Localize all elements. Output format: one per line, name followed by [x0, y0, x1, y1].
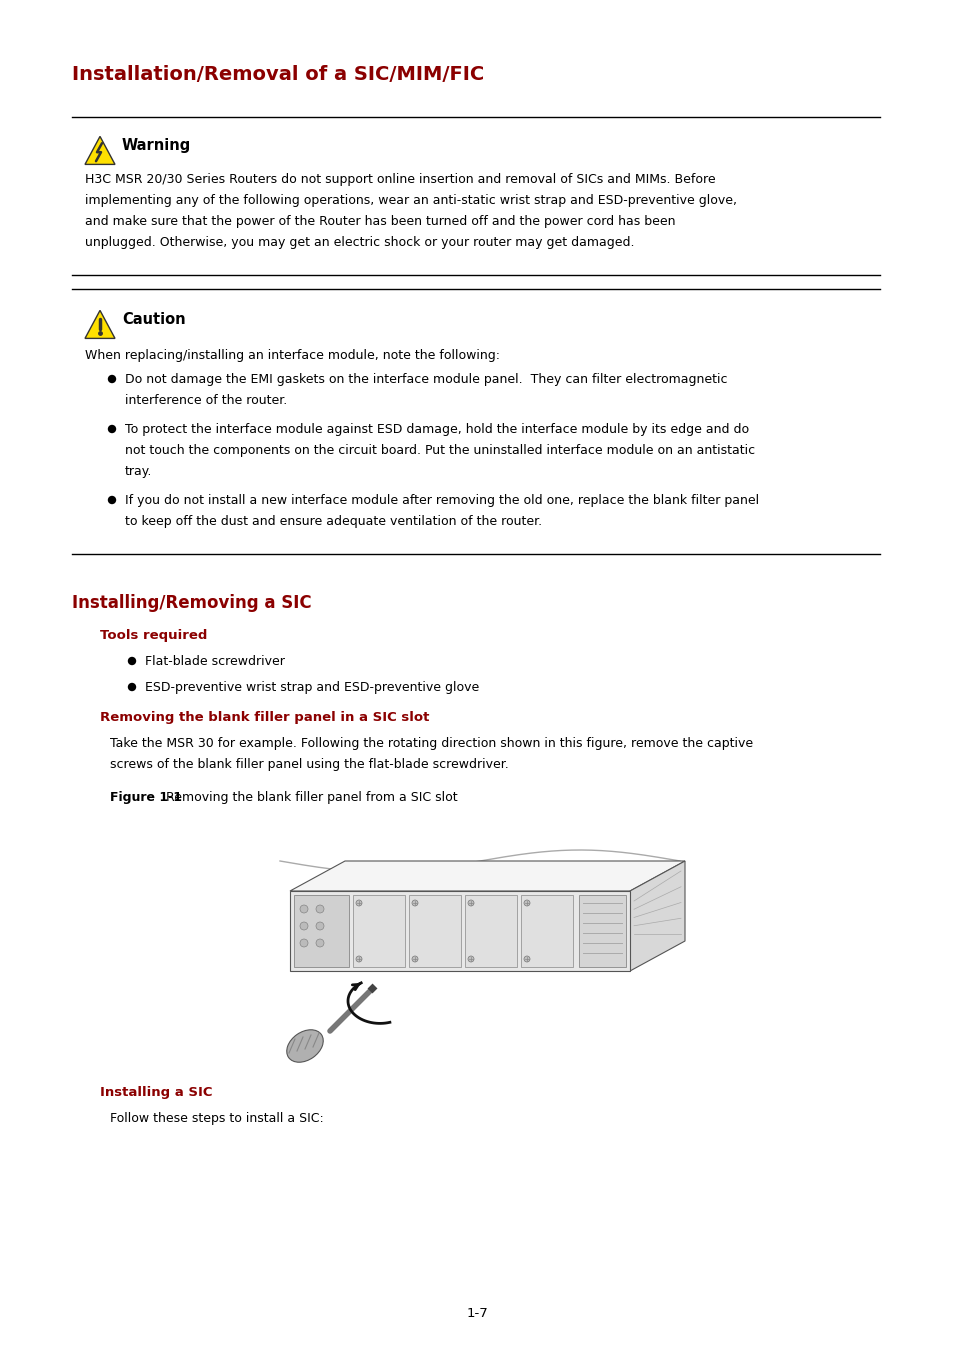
- Text: 1-7: 1-7: [466, 1307, 487, 1320]
- Polygon shape: [290, 861, 684, 891]
- Text: Tools required: Tools required: [100, 629, 207, 643]
- Text: If you do not install a new interface module after removing the old one, replace: If you do not install a new interface mo…: [125, 494, 759, 508]
- Text: Warning: Warning: [122, 138, 191, 153]
- Text: Installation/Removal of a SIC/MIM/FIC: Installation/Removal of a SIC/MIM/FIC: [71, 65, 484, 84]
- Circle shape: [523, 956, 530, 963]
- Bar: [520, 895, 573, 967]
- Text: Installing a SIC: Installing a SIC: [100, 1085, 213, 1099]
- Circle shape: [468, 900, 474, 906]
- Text: not touch the components on the circuit board. Put the uninstalled interface mod: not touch the components on the circuit …: [125, 444, 755, 458]
- Text: to keep off the dust and ensure adequate ventilation of the router.: to keep off the dust and ensure adequate…: [125, 514, 541, 528]
- Ellipse shape: [287, 1030, 323, 1062]
- Text: interference of the router.: interference of the router.: [125, 394, 287, 406]
- Text: screws of the blank filler panel using the flat-blade screwdriver.: screws of the blank filler panel using t…: [110, 757, 508, 771]
- Circle shape: [355, 900, 361, 906]
- Circle shape: [315, 904, 324, 913]
- Text: H3C MSR 20/30 Series Routers do not support online insertion and removal of SICs: H3C MSR 20/30 Series Routers do not supp…: [85, 173, 715, 186]
- Circle shape: [315, 940, 324, 946]
- Circle shape: [109, 497, 115, 504]
- Polygon shape: [85, 310, 115, 339]
- Text: Removing the blank filler panel in a SIC slot: Removing the blank filler panel in a SIC…: [100, 711, 429, 724]
- Text: Take the MSR 30 for example. Following the rotating direction shown in this figu: Take the MSR 30 for example. Following t…: [110, 737, 752, 751]
- Text: Installing/Removing a SIC: Installing/Removing a SIC: [71, 594, 312, 612]
- Text: Do not damage the EMI gaskets on the interface module panel.  They can filter el: Do not damage the EMI gaskets on the int…: [125, 373, 727, 386]
- Text: and make sure that the power of the Router has been turned off and the power cor: and make sure that the power of the Rout…: [85, 215, 675, 228]
- Circle shape: [315, 922, 324, 930]
- Polygon shape: [629, 861, 684, 971]
- Text: When replacing/installing an interface module, note the following:: When replacing/installing an interface m…: [85, 350, 499, 362]
- Circle shape: [129, 657, 135, 664]
- Bar: [353, 895, 405, 967]
- Polygon shape: [85, 136, 115, 165]
- Circle shape: [523, 900, 530, 906]
- Bar: [294, 895, 349, 967]
- Text: Figure 1-1: Figure 1-1: [110, 791, 182, 805]
- Circle shape: [412, 956, 417, 963]
- Text: Follow these steps to install a SIC:: Follow these steps to install a SIC:: [110, 1112, 323, 1125]
- Circle shape: [129, 683, 135, 690]
- Bar: [578, 895, 625, 967]
- Circle shape: [299, 904, 308, 913]
- Text: ESD-preventive wrist strap and ESD-preventive glove: ESD-preventive wrist strap and ESD-preve…: [145, 680, 478, 694]
- Circle shape: [355, 956, 361, 963]
- Polygon shape: [290, 891, 629, 971]
- Text: To protect the interface module against ESD damage, hold the interface module by: To protect the interface module against …: [125, 423, 748, 436]
- Circle shape: [299, 922, 308, 930]
- Text: Removing the blank filler panel from a SIC slot: Removing the blank filler panel from a S…: [162, 791, 457, 805]
- Bar: [464, 895, 517, 967]
- Text: tray.: tray.: [125, 464, 152, 478]
- Circle shape: [468, 956, 474, 963]
- Text: Caution: Caution: [122, 312, 186, 327]
- Text: implementing any of the following operations, wear an anti-static wrist strap an: implementing any of the following operat…: [85, 194, 737, 207]
- Text: unplugged. Otherwise, you may get an electric shock or your router may get damag: unplugged. Otherwise, you may get an ele…: [85, 236, 634, 248]
- Circle shape: [109, 375, 115, 382]
- Text: Flat-blade screwdriver: Flat-blade screwdriver: [145, 655, 285, 668]
- Bar: [409, 895, 460, 967]
- Circle shape: [299, 940, 308, 946]
- Circle shape: [109, 425, 115, 432]
- Circle shape: [412, 900, 417, 906]
